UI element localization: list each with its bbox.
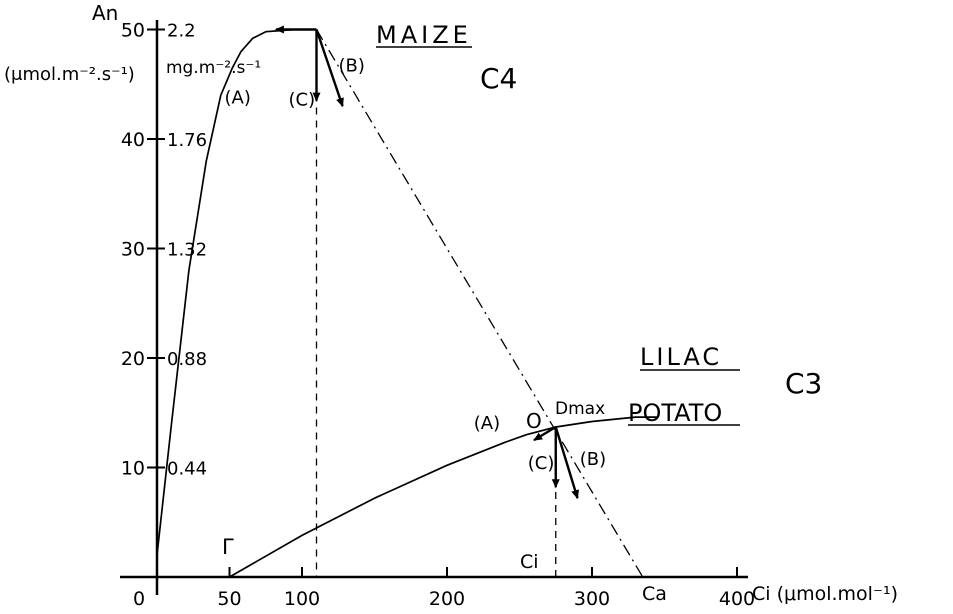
x-ticks: 0 50 100 200 300 400 [133, 567, 755, 610]
legend-potato: POTATO [628, 399, 722, 427]
arrows: (A) (B) (C) (A) (B) (C) [225, 25, 606, 500]
y-tick-label: 50 [121, 20, 145, 42]
y-axis-units-left: (μmol.m⁻².s⁻¹) [4, 64, 135, 85]
series-line-c3 [229, 416, 658, 578]
dmax-label: Dmax [555, 399, 605, 419]
x-tick-label: 400 [719, 588, 755, 610]
x-tick-label: 0 [133, 588, 145, 610]
x-tick-label: 200 [429, 588, 465, 610]
curves [156, 28, 658, 578]
y-tick-label-right: 2.2 [167, 21, 196, 42]
legend-maize: MAIZE [376, 21, 472, 49]
y-axis-units-right: mg.m⁻².s⁻¹ [166, 58, 261, 78]
gamma-label: Γ [222, 535, 234, 559]
y-tick-label: 10 [121, 458, 145, 480]
c3-arrow [533, 425, 557, 442]
y-tick-label: 30 [121, 239, 145, 261]
y-tick-label: 20 [121, 348, 145, 370]
c3-arrow-label: (B) [580, 449, 606, 470]
x-tick-label: 50 [217, 588, 241, 610]
c3-arrow-label: (A) [474, 413, 500, 434]
maize-arrow [315, 29, 344, 108]
maize-arrow-label: (B) [339, 56, 365, 77]
ci-label: Ci [520, 551, 539, 573]
legend-lilac: LILAC [640, 343, 722, 371]
c3-arrow-label: (C) [528, 453, 555, 474]
x-tick-label: 100 [284, 588, 320, 610]
legend-c4: C4 [480, 62, 517, 95]
legend-c3: C3 [785, 367, 822, 400]
y-tick-label-right: 1.76 [167, 130, 207, 151]
x-axis-label: Ci (μmol.mol⁻¹) [752, 583, 898, 605]
supply-line-path [315, 29, 644, 578]
y-tick-label-right: 1.32 [167, 240, 207, 261]
ci-markers [315, 29, 557, 577]
maize-arrow-label: (A) [225, 88, 251, 109]
maize-arrow-label: (C) [289, 90, 316, 111]
y-tick-label-right: 0.44 [167, 459, 207, 480]
y-tick-label-right: 0.88 [167, 349, 207, 370]
c3-arrow [554, 426, 579, 500]
y-ticks: 10 20 30 40 50 0.44 0.88 1.32 1.76 2.2 [121, 20, 207, 480]
point-o-label: O [526, 409, 542, 433]
supply-line [315, 29, 644, 578]
x-tick-label: 300 [574, 588, 610, 610]
y-tick-label: 40 [121, 129, 145, 151]
ca-label: Ca [642, 583, 667, 605]
y-axis-label: An [92, 1, 118, 25]
